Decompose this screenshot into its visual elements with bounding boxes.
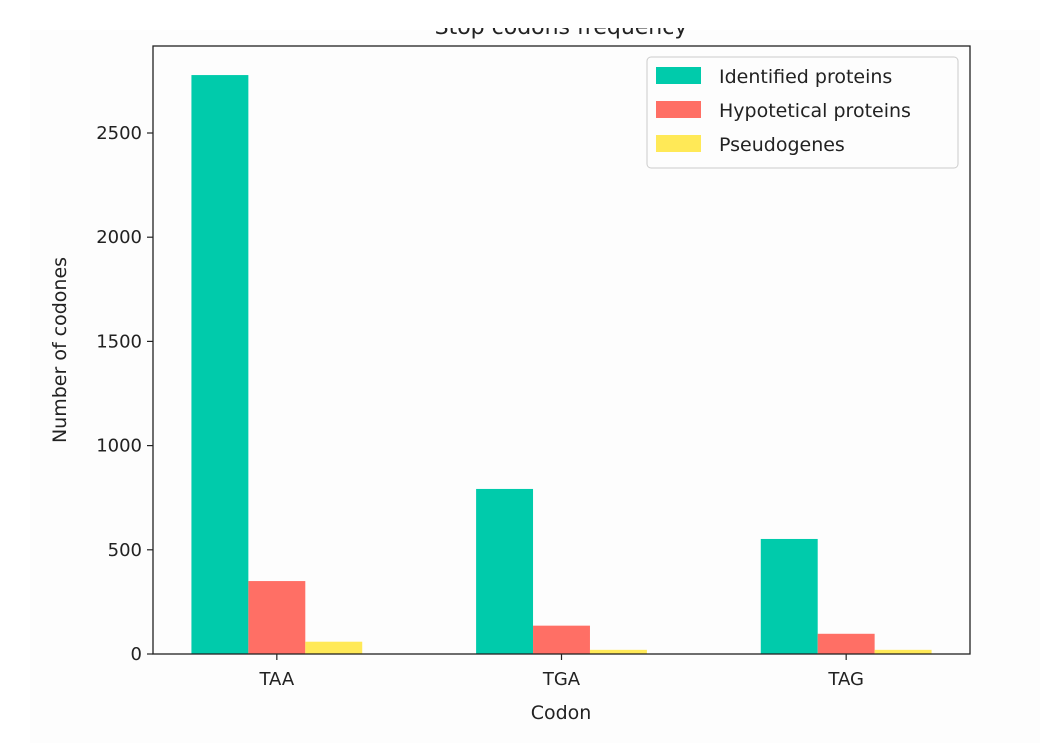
y-tick-label: 1000 (96, 436, 142, 457)
bar-tag-identified-proteins (760, 538, 818, 654)
y-tick-label: 0 (131, 644, 142, 665)
bar-taa-hypotetical-proteins (248, 581, 306, 654)
legend-label: Pseudogenes (719, 134, 845, 156)
y-tick-label: 2500 (96, 123, 142, 144)
bar-taa-pseudogenes (305, 641, 363, 654)
bar-tga-hypotetical-proteins (533, 625, 590, 654)
legend-swatch (656, 101, 701, 118)
bar-taa-identified-proteins (191, 75, 249, 654)
legend-label: Hypotetical proteins (719, 100, 911, 122)
y-tick-label: 500 (108, 540, 142, 561)
y-tick-label: 2000 (96, 227, 142, 248)
legend-swatch (656, 67, 701, 84)
x-tick-label: TAA (258, 669, 294, 690)
legend-swatch (656, 135, 701, 152)
legend: Identified proteins Hypotetical proteins P… (646, 56, 959, 169)
y-axis-label: Number of codones (49, 257, 71, 443)
x-axis-label: Codon (531, 702, 592, 724)
bar-tga-pseudogenes (589, 649, 647, 654)
legend-label: Identified proteins (719, 66, 892, 88)
x-tick-label: TGA (542, 669, 581, 690)
bar-tag-pseudogenes (874, 649, 932, 654)
legend-box (646, 56, 959, 169)
x-tick-label: TAG (827, 669, 864, 690)
bar-tga-identified-proteins (476, 488, 534, 654)
y-tick-label: 1500 (96, 331, 142, 352)
bar-tag-hypotetical-proteins (817, 633, 875, 654)
